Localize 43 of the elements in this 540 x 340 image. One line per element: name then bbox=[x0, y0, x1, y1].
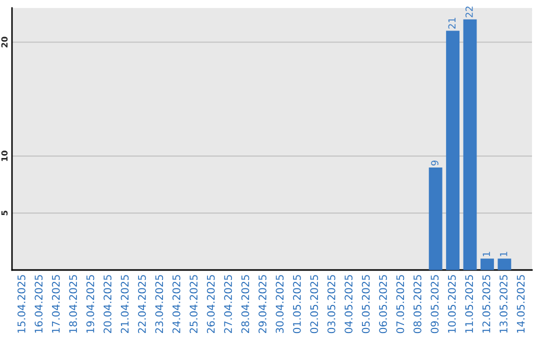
x-tick-label: 13.05.2025 bbox=[500, 275, 508, 333]
x-tick-label: 29.04.2025 bbox=[258, 275, 266, 334]
x-tick-label: 02.05.2025 bbox=[310, 275, 318, 334]
x-tick-label: 20.04.2025 bbox=[104, 275, 112, 334]
x-tick-label: 24.04.2025 bbox=[172, 275, 180, 334]
x-tick-label: 09.05.2025 bbox=[430, 275, 439, 334]
x-tick-label: 17.04.2025 bbox=[52, 275, 60, 333]
x-tick-label: 26.04.2025 bbox=[206, 275, 215, 334]
y-tick-label: 20 bbox=[1, 36, 8, 48]
data-label: 1 bbox=[500, 252, 508, 256]
data-label: 1 bbox=[482, 252, 490, 256]
y-tick-label: 5 bbox=[1, 210, 8, 216]
x-tick-label: 27.04.2025 bbox=[224, 275, 232, 334]
bar bbox=[463, 19, 477, 270]
data-label: 21 bbox=[448, 18, 456, 29]
x-tick-label: 12.05.2025 bbox=[482, 275, 490, 333]
x-tick-label: 30.04.2025 bbox=[276, 275, 284, 334]
x-tick-label: 28.04.2025 bbox=[241, 275, 250, 334]
x-tick-label: 04.05.2025 bbox=[344, 275, 353, 334]
x-tick-label: 15.04.2025 bbox=[17, 275, 26, 333]
x-tick-label: 03.05.2025 bbox=[327, 275, 336, 334]
bar bbox=[498, 258, 512, 270]
x-tick-label: 16.04.2025 bbox=[34, 275, 43, 333]
x-tick-label: 25.04.2025 bbox=[190, 275, 198, 334]
x-tick-label: 23.04.2025 bbox=[155, 275, 164, 334]
x-tick-label: 10.05.2025 bbox=[448, 275, 456, 333]
x-tick-label: 08.05.2025 bbox=[414, 275, 422, 334]
bar bbox=[446, 30, 460, 270]
bar bbox=[480, 258, 494, 270]
x-tick-label: 22.04.2025 bbox=[138, 275, 146, 334]
data-label: 9 bbox=[431, 160, 438, 166]
x-tick-label: 21.04.2025 bbox=[120, 275, 129, 334]
x-tick-label: 01.05.2025 bbox=[292, 275, 301, 334]
x-tick-label: 07.05.2025 bbox=[396, 275, 404, 334]
bar bbox=[428, 167, 442, 270]
x-tick-label: 18.04.2025 bbox=[69, 275, 78, 333]
x-tick-label: 05.05.2025 bbox=[362, 275, 370, 334]
x-tick-label: 06.05.2025 bbox=[379, 275, 387, 334]
y-tick-label: 10 bbox=[1, 150, 8, 161]
x-tick-label: 11.05.2025 bbox=[465, 275, 474, 333]
x-tick-label: 19.04.2025 bbox=[86, 275, 94, 333]
data-label: 22 bbox=[465, 6, 473, 18]
x-tick-label: 14.05.2025 bbox=[516, 275, 525, 333]
